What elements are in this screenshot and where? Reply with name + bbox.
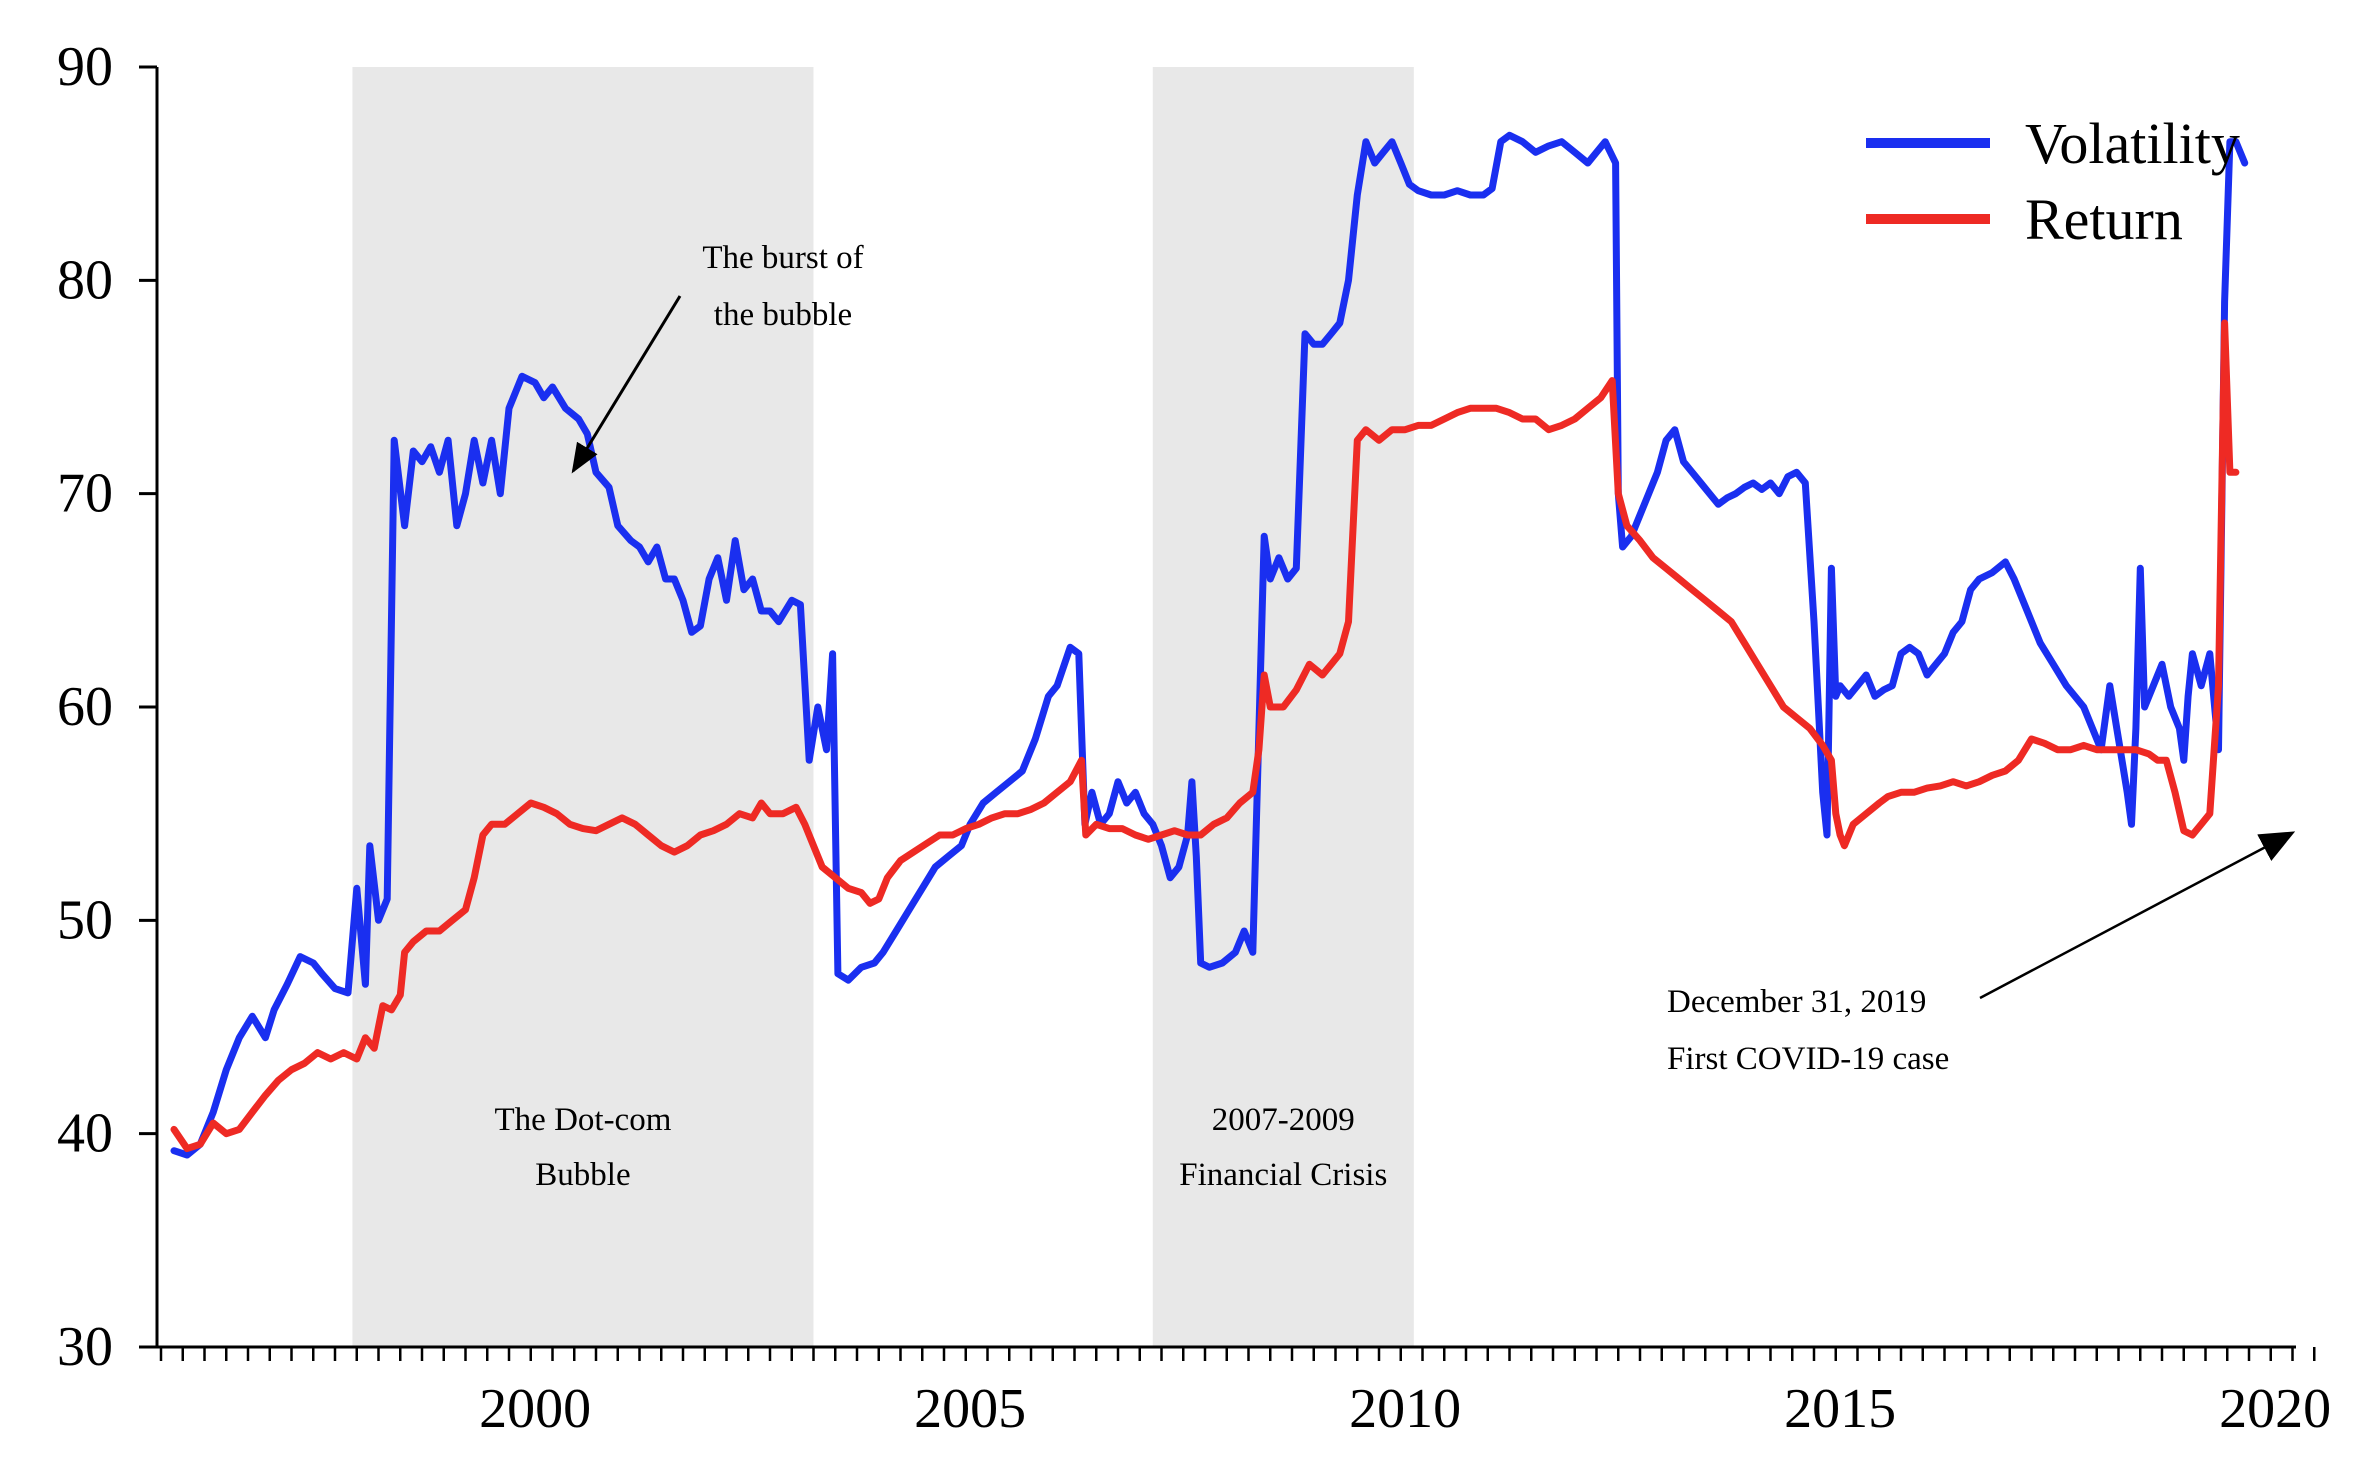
series-volatility-line xyxy=(170,131,2249,1159)
x-tick-label: 2000 xyxy=(479,1378,591,1440)
annotations: The Dot-com Bubble 2007-2009 Financial Cris… xyxy=(495,240,2296,1193)
x-tick-label: 2010 xyxy=(1349,1378,1461,1440)
x-tick-label: 2020 xyxy=(2219,1378,2331,1440)
annotation-covid-arrow xyxy=(1979,831,2296,1000)
shaded-period-label: 2007-2009 xyxy=(1212,1102,1355,1138)
shaded-period-label: Financial Crisis xyxy=(1179,1157,1387,1193)
y-tick-label: 70 xyxy=(57,463,113,525)
annotation-burst-text: the bubble xyxy=(714,297,852,333)
legend-label-return: Return xyxy=(2025,187,2183,252)
y-tick-label: 80 xyxy=(57,249,113,311)
y-tick-label: 60 xyxy=(57,676,113,738)
y-tick-label: 30 xyxy=(57,1316,113,1378)
y-tick-label: 50 xyxy=(57,889,113,951)
annotation-covid-text: December 31, 2019 xyxy=(1667,984,1926,1020)
shaded-period-label: The Dot-com xyxy=(495,1102,672,1138)
y-tick-label: 90 xyxy=(57,36,113,98)
legend-label-volatility: Volatility xyxy=(2025,111,2240,176)
x-tick-label: 2015 xyxy=(1784,1378,1896,1440)
y-tick-label: 40 xyxy=(57,1103,113,1165)
annotation-burst-text: The burst of xyxy=(702,240,863,276)
shaded-periods xyxy=(352,67,1414,1347)
series-lines xyxy=(170,131,2249,1159)
shaded-period-1 xyxy=(352,67,814,1347)
annotation-burst-arrow xyxy=(571,295,682,474)
axes: 30 40 50 60 70 80 90 2000 2005 2010 2015 2020 xyxy=(57,36,2331,1440)
shaded-period-label: Bubble xyxy=(535,1157,630,1193)
series-return-line xyxy=(170,319,2240,1153)
x-tick-label: 2005 xyxy=(914,1378,1026,1440)
annotation-covid-text: First COVID-19 case xyxy=(1667,1041,1949,1077)
legend: Volatility Return xyxy=(1866,111,2240,252)
